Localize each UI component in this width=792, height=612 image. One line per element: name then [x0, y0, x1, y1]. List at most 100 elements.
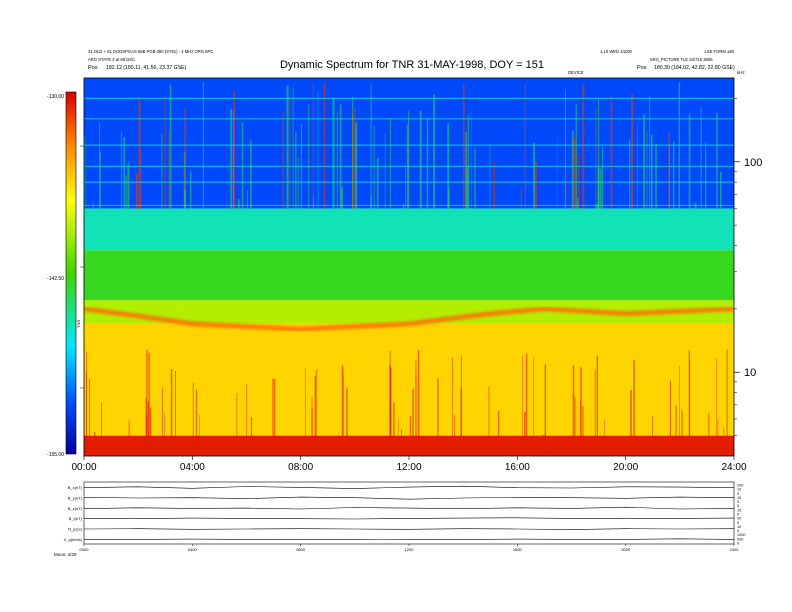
spectrum-streak [524, 84, 526, 209]
spectrum-streak [84, 136, 86, 209]
timeseries-x-label: 2000 [621, 547, 631, 552]
spectrum-streak [232, 110, 234, 209]
spectrum-streak [598, 98, 599, 209]
spectrum-streak [236, 392, 238, 456]
spectrum-band-2 [84, 300, 734, 324]
spectrum-streak [370, 90, 372, 209]
x-tick-label: 04:00 [180, 462, 205, 473]
spectrum-streak [99, 122, 101, 209]
timeseries-x-label: 0000 [80, 547, 90, 552]
spectrum-streak [101, 402, 102, 456]
spectrum-streak [312, 83, 314, 209]
spectrum-streak [596, 355, 598, 456]
spectrum-streak [651, 135, 653, 209]
spectrum-band-0 [84, 435, 734, 456]
timeseries-x-label: 0400 [188, 547, 198, 552]
spectrum-streak [705, 151, 707, 209]
spectrum-streak [633, 360, 635, 456]
spectrum-streak [533, 142, 536, 209]
spectrum-streak [272, 378, 274, 456]
spectrum-streak [669, 380, 671, 456]
timeseries-x-label: 0800 [296, 547, 306, 552]
spectrum-streak [498, 410, 500, 456]
spectrum-streak [352, 96, 354, 209]
spectrum-streak [525, 353, 528, 456]
spectrum-streak [474, 148, 476, 209]
spectrum-streak [198, 414, 200, 456]
spectrum-streak [582, 84, 585, 209]
spectrum-streak [384, 133, 386, 209]
timeseries-right-tick: 10 [737, 525, 741, 529]
spectrum-streak [489, 144, 491, 209]
spectrum-streak [370, 194, 372, 209]
spectrum-streak [246, 190, 248, 209]
spectrum-streak [557, 137, 559, 209]
colorbar [65, 91, 77, 455]
timeseries-x-label: 1200 [405, 547, 415, 552]
spectrum-streak [705, 142, 707, 209]
timeseries-line [83, 506, 735, 510]
timeseries-right-tick: 500 [737, 537, 743, 541]
spectrum-streak [389, 351, 391, 456]
footer-label: Moon: 4/29 [54, 552, 77, 557]
spectrum-streak [339, 104, 342, 209]
spectrum-streak [426, 117, 429, 209]
header-left-line1: 31 OLD + 51 DGDSPGAS 68B PGB 090 (ST61) … [88, 49, 213, 54]
spectrum-streak [726, 349, 728, 456]
spectrum-streak [148, 352, 150, 456]
spectrum-streak [716, 358, 717, 456]
emission-band-line [84, 306, 734, 332]
spectrum-streak [672, 141, 675, 209]
spectrum-streak [454, 415, 456, 456]
spectrum-streak [522, 355, 523, 456]
y-tick-label: 10 [744, 367, 756, 379]
timeseries-right-tick: 0 [737, 513, 739, 517]
spectrum-streak [164, 412, 166, 456]
spectrum-streak [652, 416, 653, 456]
spectrum-streak [646, 131, 648, 209]
timeseries-line [83, 517, 735, 520]
spectrum-streak [717, 419, 719, 456]
spectrum-streak [564, 89, 567, 209]
timeseries-frame [83, 481, 735, 545]
spectrum-streak [145, 414, 148, 456]
spectrum-streak [402, 203, 405, 209]
spectrum-streak [700, 105, 702, 209]
spectrum-streak [125, 175, 127, 209]
timeseries-right-tick: 0 [737, 542, 739, 546]
header-right-pos-value: 180.30 (184.02, 42.82, 22.80 GSE) [654, 65, 735, 71]
colorbar-tick-bottom: -155.00 [47, 452, 64, 458]
spectrum-streak [354, 107, 356, 209]
spectrum-streak [572, 365, 575, 456]
spectrum-streak [433, 94, 436, 209]
header-right-line1: 1.10 WED 2/2/00 [600, 49, 633, 54]
header-right-line3: SRS_PICTURE TLE 23/715 3605 [650, 57, 713, 62]
colorbar-tick-mid: -142.50 [47, 276, 64, 282]
spectrum-streak [128, 420, 130, 456]
spectrum-streak [389, 118, 391, 209]
timeseries-label: B_x(nT) [68, 485, 83, 490]
spectrum-streak [230, 108, 233, 209]
x-tick-label: 24:00 [721, 462, 746, 473]
timeseries-right-tick: 1000 [737, 533, 745, 537]
spectrum-streak [580, 367, 582, 456]
spectrum-streak [161, 387, 163, 456]
spectrum-streak [493, 161, 496, 209]
spectrum-streak [315, 369, 317, 456]
spectrum-streak [99, 151, 101, 209]
spectrum-streak [542, 434, 545, 456]
y-tick-label: 100 [744, 157, 762, 169]
spectrum-streak [719, 171, 722, 209]
timeseries-x-label: 1600 [513, 547, 523, 552]
spectrum-streak [89, 378, 91, 456]
spectrum-streak [437, 378, 439, 456]
spectrum-streak [184, 108, 187, 209]
spectrum-streak [574, 395, 575, 456]
spectrum-streak [123, 136, 126, 209]
spectrum-streak [314, 375, 316, 456]
spectrum-streak [86, 351, 88, 456]
spectrum-streak [631, 94, 634, 209]
spectrum-streak [595, 204, 599, 209]
spectrum-streak [250, 416, 253, 456]
